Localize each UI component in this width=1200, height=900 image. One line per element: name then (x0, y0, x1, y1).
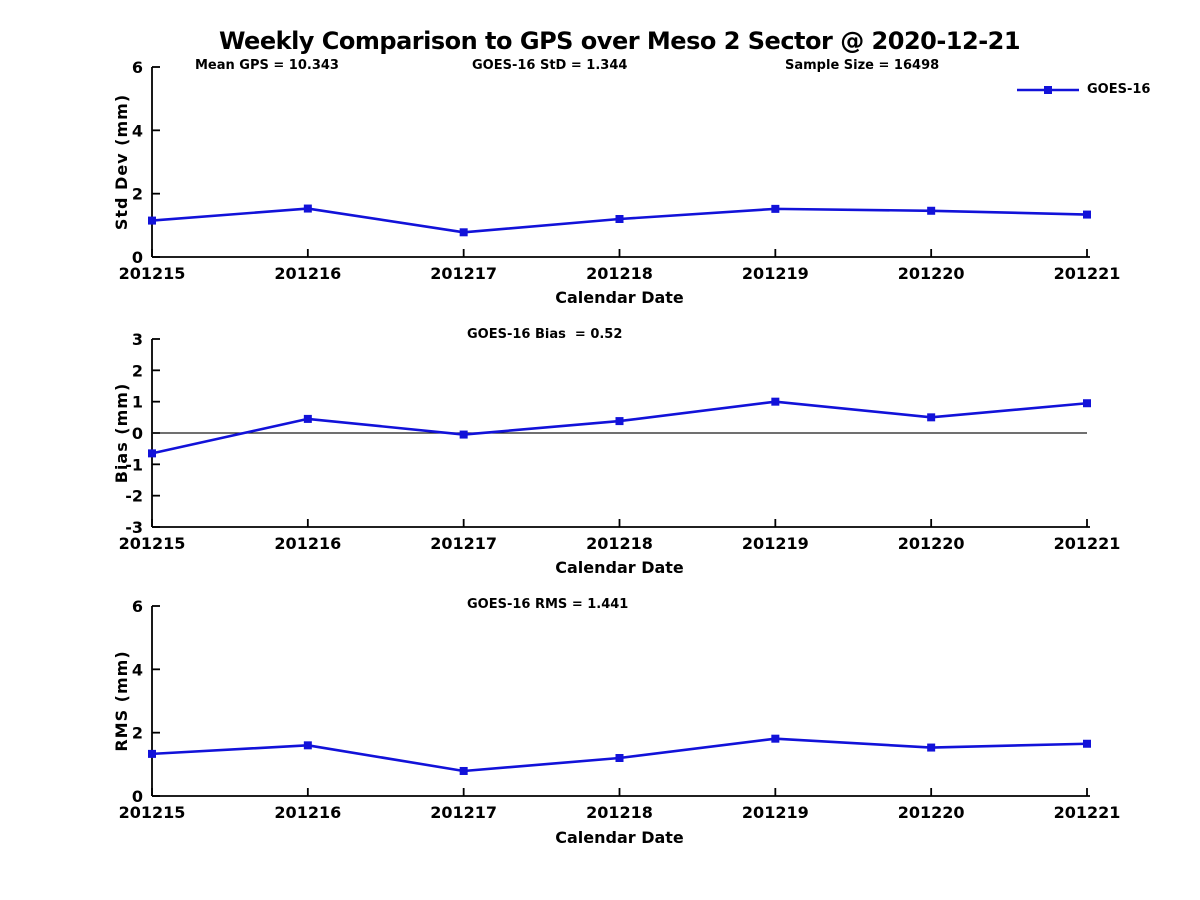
x-tick-label: 201218 (586, 264, 653, 283)
annotation-goes16-std: GOES-16 StD = 1.344 (472, 58, 628, 73)
x-tick-label: 201217 (430, 534, 497, 553)
x-tick-label: 201221 (1054, 803, 1121, 822)
y-axis-label-rms: RMS (mm) (112, 650, 131, 752)
data-point-marker (615, 417, 624, 426)
data-point-marker (303, 414, 312, 423)
y-tick-label: 4 (132, 121, 143, 140)
x-tick-label: 201219 (742, 803, 809, 822)
x-tick-label: 201215 (119, 803, 186, 822)
data-point-marker (771, 397, 780, 406)
data-point-marker (1083, 739, 1091, 748)
data-point-marker (459, 228, 468, 237)
data-point-marker (1083, 210, 1091, 219)
x-tick-label: 201217 (430, 264, 497, 283)
y-tick-label: 1 (132, 393, 143, 412)
x-tick-label: 201221 (1054, 534, 1121, 553)
annotation-sample-size: Sample Size = 16498 (785, 58, 940, 73)
annotation-goes16-rms: GOES-16 RMS = 1.441 (467, 597, 629, 612)
legend: GOES-16 (1016, 82, 1150, 97)
chart-std-dev: 0 2 4 6 201215 201216 201217 201218 201219 201220… (119, 58, 1121, 283)
y-tick-label: 0 (132, 248, 143, 267)
data-point-marker (148, 749, 156, 758)
data-point-marker (615, 754, 624, 762)
x-axis-label-bias: Calendar Date (555, 558, 684, 577)
y-tick-label: 2 (132, 724, 143, 743)
y-axis-label-bias: Bias (mm) (112, 382, 131, 484)
chart-bias: -3 -2 -1 0 1 2 3 201215 201216 201217 201218 201219… (119, 330, 1121, 553)
data-point-marker (927, 743, 936, 752)
y-tick-label: 6 (132, 58, 143, 77)
y-tick-label: 2 (132, 185, 143, 204)
data-point-marker (771, 204, 780, 213)
x-tick-label: 201216 (274, 803, 341, 822)
x-tick-label: 201220 (898, 534, 965, 553)
annotation-goes16-bias: GOES-16 Bias = 0.52 (467, 327, 623, 342)
x-tick-label: 201220 (898, 264, 965, 283)
x-tick-label: 201219 (742, 534, 809, 553)
data-point-marker (1083, 399, 1091, 408)
x-tick-label: 201220 (898, 803, 965, 822)
y-tick-label: 0 (132, 424, 143, 443)
x-tick-label: 201218 (586, 803, 653, 822)
y-tick-label: 4 (132, 660, 143, 679)
data-point-marker (927, 206, 936, 215)
data-point-marker (459, 430, 468, 439)
y-tick-label: 6 (132, 597, 143, 616)
x-tick-label: 201216 (274, 264, 341, 283)
y-axis-label-std-dev: Std Dev (mm) (112, 93, 131, 231)
data-point-marker (303, 741, 312, 750)
data-point-marker (615, 215, 624, 223)
x-tick-label: 201217 (430, 803, 497, 822)
data-point-marker (459, 766, 468, 775)
y-tick-label: 2 (132, 361, 143, 380)
data-point-marker (148, 449, 156, 458)
x-tick-label: 201215 (119, 534, 186, 553)
legend-label: GOES-16 (1087, 82, 1151, 97)
y-tick-label: 3 (132, 330, 143, 349)
annotation-mean-gps: Mean GPS = 10.343 (195, 58, 339, 73)
y-tick-label: 0 (132, 787, 143, 806)
figure-title: Weekly Comparison to GPS over Meso 2 Sec… (218, 27, 1021, 55)
data-point-marker (303, 204, 312, 213)
data-point-marker (148, 216, 156, 225)
data-point-marker (771, 734, 780, 743)
series-line-GOES-16 (151, 400, 1088, 455)
x-tick-label: 201221 (1054, 264, 1121, 283)
x-axis-label-std-dev: Calendar Date (555, 288, 684, 307)
x-tick-label: 201216 (274, 534, 341, 553)
x-tick-label: 201219 (742, 264, 809, 283)
x-tick-label: 201215 (119, 264, 186, 283)
y-tick-label: -3 (125, 518, 143, 537)
x-tick-label: 201218 (586, 534, 653, 553)
y-tick-label: -2 (125, 487, 143, 506)
y-tick-label: -1 (125, 455, 143, 474)
x-axis-label-rms: Calendar Date (555, 828, 684, 847)
legend-line-marker-icon (1017, 85, 1079, 94)
data-point-marker (927, 413, 936, 422)
chart-rms: 0 2 4 6 201215 201216 201217 201218 201219 201220… (119, 597, 1121, 822)
